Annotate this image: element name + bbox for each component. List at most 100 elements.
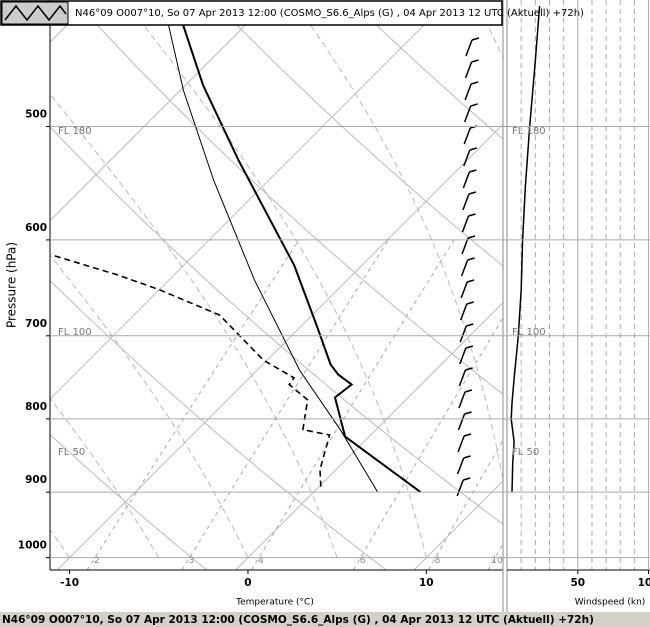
wind-grid [520, 0, 635, 570]
header-box [0, 0, 503, 26]
footer-text: N46°09 O007°10, So 07 Apr 2013 12:00 (CO… [2, 614, 594, 626]
wind-barb [461, 235, 476, 255]
mixing-ratio-label: 2 [94, 556, 100, 566]
barb-flag [471, 37, 480, 41]
mixing-ratio-line [352, 316, 503, 570]
barb-flag [470, 81, 479, 85]
wind-barb [460, 257, 475, 277]
moist-adiabat [292, 0, 503, 483]
dry-adiabat [594, 0, 650, 570]
barb-staff [465, 39, 473, 57]
y-tick-label: 900 [25, 474, 47, 486]
barb-staff [460, 303, 468, 321]
barb-staff [459, 325, 467, 343]
barb-flag [462, 477, 471, 481]
wind-barb [458, 389, 473, 409]
barb-flag [468, 213, 476, 217]
wind-barb [456, 477, 471, 497]
barb-staff [464, 83, 472, 101]
x-tick-label: -10 [60, 577, 79, 589]
isotherm [50, 0, 272, 222]
barb-flag [466, 301, 474, 305]
barb-staff [457, 413, 466, 431]
y-tick-label: 700 [25, 318, 47, 330]
barb-flag [467, 257, 475, 261]
wind-barb [457, 411, 472, 431]
barb-staff [463, 105, 472, 123]
barb-staff [462, 171, 471, 189]
marks [52, 6, 541, 497]
flight-level: FL 100 [512, 327, 546, 338]
mixing-ratio-label: 8 [435, 556, 441, 566]
barb-flag [469, 169, 477, 173]
y-tick-label: 500 [25, 108, 47, 120]
sounding-line [180, 20, 422, 493]
wind-barb [462, 169, 477, 189]
barb-flag [464, 389, 473, 393]
isotherm [592, 0, 650, 570]
wind-barb [462, 191, 477, 211]
wind-barb [460, 301, 474, 321]
x-tick-label: 10 [419, 577, 434, 589]
barb-staff [463, 149, 471, 167]
barb-staff [464, 61, 473, 79]
barb-staff [458, 369, 467, 387]
x-tick-label: 50 [570, 577, 585, 589]
sounding-line [167, 20, 379, 493]
moist-adiabat [123, 0, 427, 558]
barb-flag [466, 323, 474, 327]
wind-barb [461, 213, 476, 233]
barb-flag [465, 367, 473, 371]
moist-adiabat [474, 0, 503, 59]
barb-flag [464, 411, 472, 415]
wind-barb [458, 367, 473, 387]
wind-barb [460, 279, 475, 299]
wind-barb [463, 125, 478, 145]
dry-adiabat [50, 279, 387, 570]
mixing-ratio-line [427, 439, 503, 570]
barb-staff [463, 127, 471, 145]
y-tick-label: 600 [25, 222, 47, 234]
footer-bar [0, 612, 650, 627]
flight-level: FL 50 [512, 447, 539, 458]
barb-staff [458, 391, 466, 409]
barb-staff [460, 259, 469, 277]
mixing-ratio-line [181, 239, 389, 570]
y-tick-label: 800 [25, 401, 47, 413]
x-tick-label: 100 [638, 577, 650, 589]
dry-adiabat [349, 0, 503, 140]
barb-flag [471, 59, 479, 63]
isotherm [50, 0, 450, 400]
wind-barb [464, 81, 479, 101]
header-icon [1, 1, 69, 25]
dry-adiabat [50, 126, 503, 525]
mixing-ratio-label: 10 [491, 556, 503, 566]
wind-barb [456, 455, 471, 475]
barb-flag [465, 345, 474, 349]
y-axis-title: Pressure (hPa) [5, 242, 19, 328]
barb-flag [467, 235, 476, 239]
x-tick-label: 0 [244, 577, 251, 589]
wind-barb [459, 345, 474, 365]
mixing-ratio-label: 3 [189, 556, 195, 566]
background-lines: 2 3 4 6 8 10 [50, 0, 650, 570]
flight-level: FL 100 [58, 327, 92, 338]
barb-flag [466, 279, 475, 283]
zigzag-icon [4, 4, 67, 22]
dry-adiabat [211, 0, 503, 267]
flight-level: FL 180 [58, 126, 92, 137]
barb-staff [462, 193, 470, 211]
isotherm [56, 123, 503, 570]
moist-adiabat [50, 93, 338, 558]
wind-barb [463, 147, 478, 167]
barb-flag [463, 433, 472, 437]
barb-flag [470, 103, 478, 107]
flight-level: FL 50 [58, 447, 85, 458]
wind-barb [457, 433, 472, 453]
flight-level: FL 180 [512, 126, 546, 137]
barb-staff [456, 457, 465, 475]
barb-flag [468, 191, 477, 195]
wind-barb [465, 37, 480, 57]
